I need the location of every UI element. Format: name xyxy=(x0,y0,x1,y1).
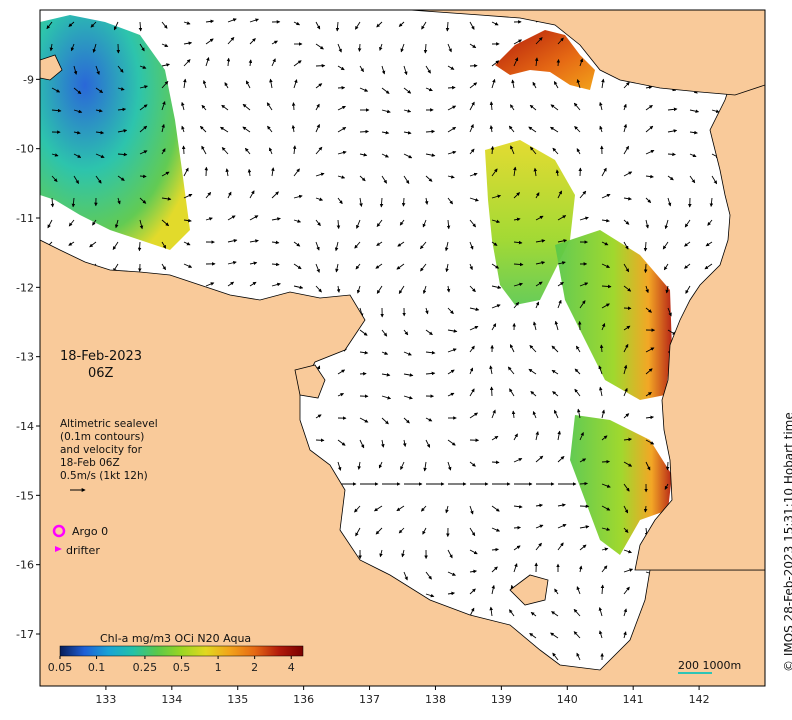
colorbar-title: Chl-a mg/m3 OCi N20 Aqua xyxy=(100,632,251,645)
velocity-arrow xyxy=(293,103,294,110)
drifter-label: drifter xyxy=(66,544,100,557)
x-tick-label: 137 xyxy=(359,693,380,706)
velocity-arrow xyxy=(668,154,675,155)
x-tick-label: 135 xyxy=(227,693,248,706)
x-tick-label: 136 xyxy=(293,693,314,706)
velocity-arrow xyxy=(558,60,559,66)
colorbar-tick-label: 4 xyxy=(288,661,295,674)
velocity-arrow xyxy=(580,483,587,484)
velocity-arrow xyxy=(514,527,520,528)
legend-line: Altimetric sealevel xyxy=(60,418,158,431)
y-tick-label: -14 xyxy=(16,420,34,433)
velocity-arrow xyxy=(668,462,669,470)
scalebar-label: 200 1000m xyxy=(678,659,741,672)
velocity-arrow xyxy=(403,198,404,206)
velocity-arrow xyxy=(139,242,140,251)
legend-line: 0.5m/s (1kt 12h) xyxy=(60,470,158,483)
map-hour: 06Z xyxy=(60,365,142,382)
colorbar-tick-label: 2 xyxy=(251,661,258,674)
y-tick-label: -16 xyxy=(16,559,34,572)
y-tick-label: -9 xyxy=(23,73,34,86)
credit-text: © IMOS 28-Feb-2023 15:31:10 Hobart time xyxy=(782,412,792,672)
x-tick-label: 133 xyxy=(95,693,116,706)
date-block: 18-Feb-2023 06Z xyxy=(60,348,142,382)
velocity-arrow xyxy=(646,264,647,273)
colorbar xyxy=(60,646,303,656)
x-tick-label: 140 xyxy=(557,693,578,706)
x-tick-label: 139 xyxy=(491,693,512,706)
legend-block: Altimetric sealevel (0.1m contours) and … xyxy=(60,418,158,483)
velocity-arrow xyxy=(360,374,366,375)
x-tick-label: 138 xyxy=(425,693,446,706)
legend-line: (0.1m contours) xyxy=(60,431,158,444)
colorbar-tick-label: 0.25 xyxy=(133,661,158,674)
y-tick-label: -11 xyxy=(16,212,34,225)
velocity-arrow xyxy=(359,44,360,51)
x-tick-label: 134 xyxy=(161,693,182,706)
velocity-arrow xyxy=(492,387,493,396)
x-tick-label: 141 xyxy=(623,693,644,706)
y-tick-label: -12 xyxy=(16,281,34,294)
argo-label: Argo 0 xyxy=(72,525,108,538)
y-tick-label: -13 xyxy=(16,351,34,364)
y-tick-label: -10 xyxy=(16,143,34,156)
colorbar-tick-label: 1 xyxy=(215,661,222,674)
colorbar-tick-label: 0.1 xyxy=(88,661,106,674)
velocity-arrow xyxy=(492,462,499,463)
velocity-arrow xyxy=(184,146,185,154)
velocity-arrow xyxy=(448,87,455,88)
legend-line: and velocity for xyxy=(60,444,158,457)
map-date: 18-Feb-2023 xyxy=(60,348,142,365)
x-tick-label: 142 xyxy=(689,693,710,706)
legend-line: 18-Feb 06Z xyxy=(60,457,158,470)
velocity-arrow xyxy=(602,462,609,463)
colorbar-tick-label: 0.05 xyxy=(48,661,73,674)
velocity-arrow xyxy=(140,176,146,177)
y-tick-label: -15 xyxy=(16,489,34,502)
y-tick-label: -17 xyxy=(16,628,34,641)
velocity-arrow xyxy=(360,131,368,132)
x-axis: 133 134 135 136 137 138 139 140 141 142 xyxy=(95,686,709,706)
colorbar-tick-label: 0.5 xyxy=(173,661,191,674)
y-axis: -9 -10 -11 -12 -13 -14 -15 -16 -17 xyxy=(16,73,40,641)
